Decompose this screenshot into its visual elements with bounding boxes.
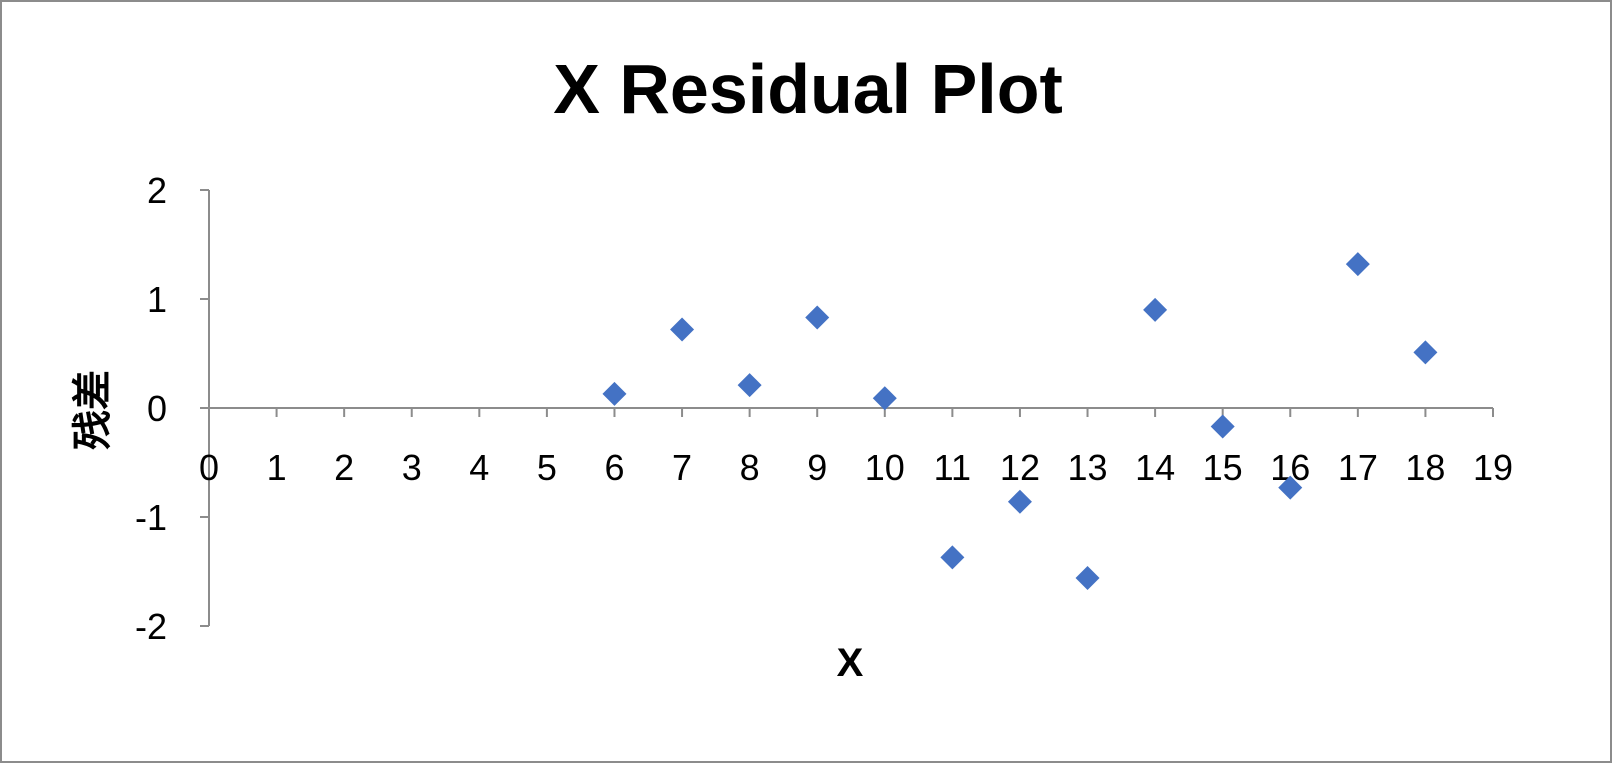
x-tick-label: 12 [1000,447,1040,488]
data-points [602,252,1438,591]
x-tick-label: 8 [740,447,760,488]
y-axis-title: 残差 [71,370,115,450]
x-tick-label: 6 [604,447,624,488]
x-tick-label: 9 [807,447,827,488]
data-point [1413,340,1438,365]
x-tick-label: 1 [267,447,287,488]
x-tick-label: 18 [1405,447,1445,488]
y-tick-label: 0 [147,388,167,429]
x-tick-label: 3 [402,447,422,488]
x-tick-label: 19 [1473,447,1513,488]
x-tick-label: 2 [334,447,354,488]
data-point [872,386,897,411]
data-point [940,545,965,570]
x-tick-label: 11 [934,447,971,488]
x-tick-label: 10 [865,447,905,488]
x-tick-label: 13 [1068,447,1108,488]
x-axis-title: X [837,641,864,685]
x-tick-label: 17 [1338,447,1378,488]
data-point [1143,297,1168,322]
y-axis: 2 1 0 -1 -2 [135,170,210,647]
data-point [602,381,627,406]
x-axis: 0 1 2 3 4 5 6 7 8 9 10 11 12 13 14 15 16 17 18 19 [199,407,1513,488]
x-tick-label: 0 [199,447,219,488]
x-tick-label: 15 [1203,447,1243,488]
data-point [1075,566,1100,591]
data-point [670,317,695,342]
y-tick-label: 1 [147,279,167,320]
x-tick-label: 7 [672,447,692,488]
data-point [1210,414,1235,439]
data-point [1345,252,1370,277]
y-tick-label: -2 [135,606,167,647]
data-point [805,305,830,330]
data-point [1278,475,1303,500]
y-tick-label: -1 [135,497,167,538]
data-point [1007,489,1032,514]
x-tick-label: 5 [537,447,557,488]
data-point [737,373,762,398]
chart-title: X Residual Plot [553,50,1063,128]
y-tick-label: 2 [147,170,167,211]
x-tick-label: 14 [1135,447,1175,488]
x-tick-label: 4 [469,447,489,488]
